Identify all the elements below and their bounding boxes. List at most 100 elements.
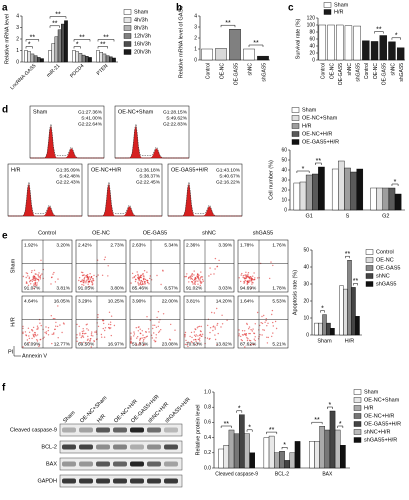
- scatter-dot: [89, 273, 91, 275]
- scatter-dot: [250, 280, 253, 282]
- bar: [54, 36, 59, 63]
- bar: [299, 181, 307, 211]
- scatter-dot: [57, 305, 59, 307]
- scatter-dot: [76, 337, 78, 339]
- quadrant-upper-right: 14.20%: [216, 298, 233, 304]
- significance-bracket: [73, 39, 91, 42]
- g2-percent: G2:22.64%: [78, 121, 103, 127]
- scatter-dot: [209, 327, 212, 329]
- bar: [244, 433, 250, 469]
- quadrant-upper-right: 16.05%: [54, 298, 71, 304]
- panel-letter: a: [2, 3, 8, 14]
- legend-swatch: [365, 281, 374, 287]
- y-tick-label: 0: [194, 57, 197, 63]
- scatter-dot: [39, 274, 42, 277]
- scatter-dot: [194, 344, 196, 346]
- x-tick-label: G2: [382, 213, 389, 219]
- scatter-dot: [199, 278, 201, 280]
- protein-label: BAX: [46, 461, 57, 467]
- scatter-dot: [195, 338, 197, 341]
- quadrant-upper-right: 5.34%: [164, 242, 178, 248]
- scatter-dot: [149, 277, 151, 280]
- bar: [327, 24, 335, 61]
- scatter-dot: [50, 276, 53, 279]
- scatter-dot: [109, 321, 112, 323]
- scatter-dot: [53, 271, 55, 274]
- quadrant-lower-left: 91.05%: [78, 285, 95, 291]
- significance-bracket: [266, 431, 278, 435]
- scatter-dot: [266, 325, 268, 327]
- scatter-dot: [248, 332, 250, 335]
- blot-band: [79, 461, 93, 467]
- y-tick-label: 1: [194, 46, 197, 52]
- scatter-dot: [139, 343, 141, 345]
- histogram-fit: [115, 123, 189, 159]
- quadrant-lower-left: 94.69%: [240, 285, 257, 291]
- scatter-dot: [271, 335, 273, 338]
- scatter-dot: [206, 337, 209, 339]
- blot-band: [113, 427, 127, 433]
- scatter-dot: [32, 334, 35, 337]
- scatter-dot: [187, 341, 189, 343]
- blot-band: [147, 461, 161, 467]
- quadrant-upper-right: 5.53%: [272, 298, 286, 304]
- scatter-dot: [248, 280, 251, 282]
- significance-label: *: [321, 305, 324, 312]
- y-tick-label: 20: [309, 50, 315, 56]
- scatter-dot: [216, 266, 218, 268]
- histogram-frame: [29, 105, 105, 159]
- scatter-dot: [155, 326, 158, 328]
- significance-bracket: [73, 46, 81, 49]
- bar: [396, 47, 405, 61]
- histogram-fit: [8, 181, 82, 217]
- y-tick-label: 0.8: [204, 405, 211, 411]
- scatter-dot: [30, 271, 33, 274]
- scatter-dot: [139, 338, 141, 340]
- scatter-dot: [213, 273, 215, 275]
- scatter-dot: [155, 340, 157, 342]
- scatter-dot: [97, 314, 99, 316]
- scatter-dot: [147, 282, 149, 284]
- scatter-dot: [199, 284, 201, 287]
- scatter-dot: [83, 341, 85, 343]
- scatter-dot: [79, 342, 82, 344]
- scatter-dot: [143, 270, 146, 272]
- scatter-dot: [201, 276, 204, 278]
- quadrant-upper-left: 1.92%: [24, 242, 38, 248]
- y-tick-label: 1.0: [204, 389, 211, 395]
- scatter-dot: [151, 337, 153, 339]
- scatter-dot: [188, 276, 190, 278]
- scatter-dot: [199, 330, 202, 332]
- bar: [30, 53, 35, 63]
- scatter-dot: [35, 284, 37, 287]
- scatter-dot: [103, 336, 106, 338]
- legend-swatch: [365, 265, 374, 271]
- scatter-dot: [252, 282, 254, 284]
- blot-band: [147, 444, 161, 450]
- scatter-dot: [82, 328, 84, 330]
- legend-swatch: [353, 421, 362, 427]
- g2-percent: G2:22.43%: [56, 179, 81, 185]
- scatter-dot: [108, 311, 111, 313]
- histogram-title: Sham: [33, 109, 48, 115]
- x-tick-label: shGAS5: [399, 63, 405, 82]
- scatter-dot: [197, 342, 199, 345]
- scatter-dot: [90, 346, 93, 348]
- quadrant-lower-right: 16.97%: [108, 341, 125, 347]
- scatter-dot: [256, 277, 259, 279]
- scatter-dot: [136, 271, 138, 273]
- scatter-dot: [93, 274, 95, 277]
- scatter-dot: [78, 279, 80, 282]
- x-tick-label: BAX: [322, 471, 333, 477]
- quadrant-upper-right: 22.00%: [162, 298, 179, 304]
- scatter-dot: [131, 272, 134, 275]
- bar: [294, 441, 301, 469]
- scatter-dot: [92, 335, 94, 337]
- significance-label: **: [253, 40, 259, 47]
- x-tick-label: shGAS5: [261, 63, 267, 82]
- scatter-dot: [197, 326, 199, 328]
- scatter-dot: [193, 331, 195, 333]
- scatter-dot: [76, 323, 78, 326]
- scatter-dot: [251, 283, 253, 285]
